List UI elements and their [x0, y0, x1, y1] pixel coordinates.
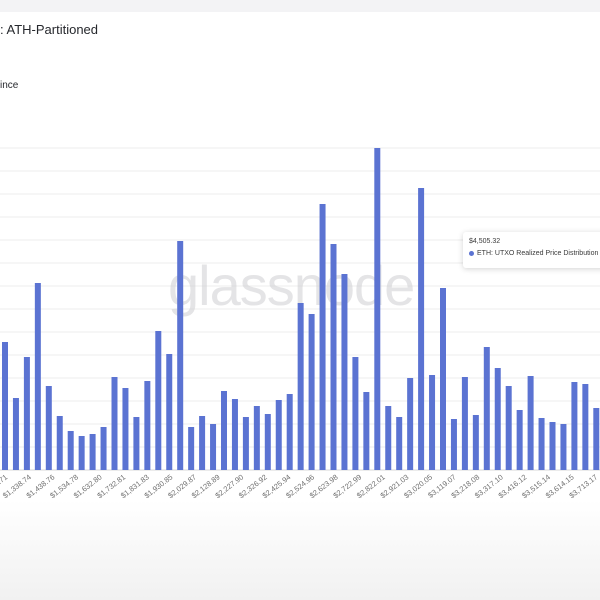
bar[interactable] — [385, 406, 392, 470]
bar[interactable] — [429, 375, 436, 470]
bar[interactable] — [242, 417, 249, 470]
bar[interactable] — [363, 392, 370, 470]
chart-tooltip: $4,505.32 ETH: UTXO Realized Price Distr… — [463, 232, 600, 268]
bar[interactable] — [23, 357, 30, 470]
bar[interactable] — [461, 377, 468, 470]
bar[interactable] — [67, 431, 74, 470]
bar[interactable] — [111, 377, 118, 470]
bar[interactable] — [210, 424, 217, 470]
bar[interactable] — [122, 388, 129, 470]
bar[interactable] — [144, 381, 151, 470]
series-dot-icon — [469, 250, 474, 256]
bar[interactable] — [582, 384, 589, 470]
chart-title: : ATH-Partitioned — [0, 22, 99, 37]
bar[interactable] — [45, 386, 52, 470]
bar[interactable] — [286, 394, 293, 470]
chart-subtitle: ince — [0, 80, 19, 91]
bar[interactable] — [516, 410, 523, 470]
bar[interactable] — [188, 427, 195, 470]
watermark: glassnode — [168, 254, 414, 317]
bar[interactable] — [352, 357, 359, 470]
bar[interactable] — [253, 406, 260, 470]
x-axis-tick-labels: $1,138.71$1,338.74$1,438.76$1,534.78$1,6… — [0, 472, 599, 500]
bar[interactable] — [34, 283, 41, 470]
bar[interactable] — [155, 331, 162, 470]
bar[interactable] — [221, 391, 227, 470]
bottom-fade — [0, 500, 600, 600]
bar[interactable] — [275, 400, 282, 470]
tooltip-x-value: $4,505.32 — [469, 238, 501, 245]
bar[interactable] — [593, 408, 600, 470]
bar[interactable] — [56, 416, 63, 470]
bar[interactable] — [494, 368, 501, 470]
bar-series[interactable] — [2, 148, 600, 470]
top-toolbar-strip — [0, 0, 600, 12]
bar[interactable] — [505, 386, 512, 470]
bar[interactable] — [264, 414, 271, 470]
bar[interactable] — [571, 382, 578, 470]
bar[interactable] — [297, 303, 304, 470]
bar[interactable] — [374, 148, 381, 470]
bar[interactable] — [560, 424, 567, 470]
bar[interactable] — [89, 434, 96, 470]
bar[interactable] — [319, 204, 326, 470]
bar[interactable] — [166, 354, 173, 470]
bar[interactable] — [418, 188, 425, 470]
bar[interactable] — [538, 418, 545, 470]
bar[interactable] — [199, 416, 206, 470]
bar[interactable] — [308, 314, 315, 470]
bar[interactable] — [231, 399, 238, 470]
bar[interactable] — [78, 436, 85, 470]
bar[interactable] — [527, 376, 534, 470]
tooltip-series-label: ETH: UTXO Realized Price Distribution — [477, 250, 599, 257]
bar[interactable] — [100, 427, 107, 470]
bar[interactable] — [472, 415, 479, 470]
bar[interactable] — [483, 347, 490, 470]
bar[interactable] — [341, 274, 348, 470]
tooltip-series-row: ETH: UTXO Realized Price Distribution — [469, 250, 598, 257]
bar[interactable] — [330, 244, 337, 470]
bar[interactable] — [177, 241, 184, 470]
bar[interactable] — [396, 417, 403, 470]
bar[interactable] — [440, 288, 446, 470]
bar[interactable] — [133, 417, 140, 470]
bar[interactable] — [549, 422, 556, 470]
bar[interactable] — [450, 419, 457, 470]
bar[interactable] — [12, 398, 19, 470]
bar[interactable] — [2, 342, 8, 470]
bar[interactable] — [407, 378, 414, 470]
